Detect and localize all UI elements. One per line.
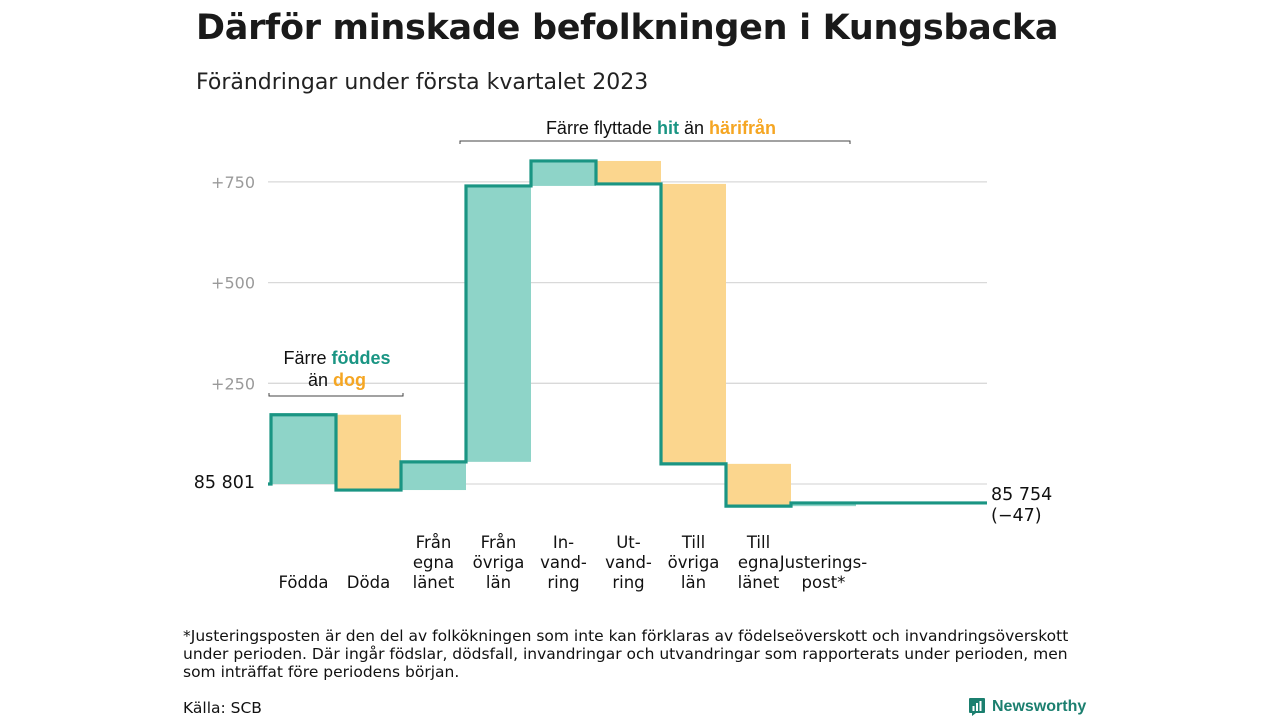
waterfall-bar bbox=[466, 185, 531, 462]
category-label: vand- bbox=[540, 553, 587, 572]
category-label: egna bbox=[413, 553, 454, 572]
category-label: länet bbox=[738, 573, 780, 592]
waterfall-bar bbox=[726, 463, 791, 507]
chart-title: Därför minskade befolkningen i Kungsback… bbox=[196, 8, 1059, 48]
bar-chart-logo-icon bbox=[969, 698, 985, 716]
births-annotation-line1: Färre föddes bbox=[283, 348, 390, 368]
source-text: Källa: SCB bbox=[183, 699, 262, 717]
migration-annotation-middle: än bbox=[679, 118, 709, 138]
category-label: Från bbox=[481, 533, 517, 552]
category-label: övriga bbox=[473, 553, 525, 572]
brand-name: Newsworthy bbox=[992, 698, 1087, 715]
category-label: Ut- bbox=[616, 533, 641, 552]
category-label: post* bbox=[802, 573, 846, 592]
category-label: vand- bbox=[605, 553, 652, 572]
category-label: Till bbox=[681, 533, 705, 552]
migration-annotation-highlight: hit bbox=[657, 118, 679, 138]
waterfall-bar bbox=[596, 160, 661, 184]
label-layer: +250 +500 +750 85 801 85 754(−47) Födda Döda Fr… bbox=[194, 173, 1052, 592]
y-tick-label: +250 bbox=[211, 374, 255, 393]
category-label: Från bbox=[416, 533, 452, 552]
waterfall-bar bbox=[531, 160, 596, 186]
category-label: län bbox=[681, 573, 706, 592]
waterfall-bar bbox=[661, 183, 726, 464]
migration-annotation-highlight: härifrån bbox=[709, 118, 776, 138]
migration-bracket bbox=[459, 140, 851, 144]
births-annotation-prefix: än bbox=[308, 370, 333, 390]
category-label: ring bbox=[612, 573, 644, 592]
births-annotation-highlight: dog bbox=[333, 370, 366, 390]
line-layer bbox=[268, 159, 987, 508]
births-annotation-highlight: föddes bbox=[332, 348, 391, 368]
category-label: In- bbox=[553, 533, 574, 552]
category-label: Födda bbox=[278, 573, 328, 592]
births-annotation-prefix: Färre bbox=[283, 348, 331, 368]
category-label: länet bbox=[413, 573, 455, 592]
y-tick-label: +500 bbox=[211, 274, 255, 293]
cumulative-step-line bbox=[268, 159, 987, 508]
category-label: Döda bbox=[347, 573, 390, 592]
category-label: Till bbox=[746, 533, 770, 552]
category-label: övriga bbox=[668, 553, 720, 572]
footnote: *Justeringsposten är den del av folkökni… bbox=[183, 627, 1069, 681]
bar-layer bbox=[271, 160, 856, 507]
category-label: egna bbox=[738, 553, 779, 572]
category-label: Justerings- bbox=[779, 553, 867, 572]
waterfall-bar bbox=[791, 502, 856, 507]
migration-annotation-prefix: Färre flyttade bbox=[546, 118, 657, 138]
end-value-label: 85 754 bbox=[991, 485, 1052, 505]
births-bracket bbox=[268, 393, 404, 397]
end-change-label: (−47) bbox=[991, 506, 1042, 526]
category-label: ring bbox=[547, 573, 579, 592]
chart-subtitle: Förändringar under första kvartalet 2023 bbox=[196, 70, 649, 95]
waterfall-bar bbox=[336, 414, 401, 491]
migration-annotation: Färre flyttade hit än härifrån bbox=[546, 118, 776, 138]
start-value-label: 85 801 bbox=[194, 473, 255, 493]
waterfall-chart: +250 +500 +750 85 801 85 754(−47) Födda Döda Fr… bbox=[194, 118, 1052, 592]
waterfall-bar bbox=[401, 461, 466, 491]
births-annotation-line2: än dog bbox=[308, 370, 366, 390]
category-label: län bbox=[486, 573, 511, 592]
y-tick-label: +750 bbox=[211, 173, 255, 192]
waterfall-bar bbox=[271, 414, 336, 484]
brand-logo: Newsworthy bbox=[968, 697, 1086, 717]
